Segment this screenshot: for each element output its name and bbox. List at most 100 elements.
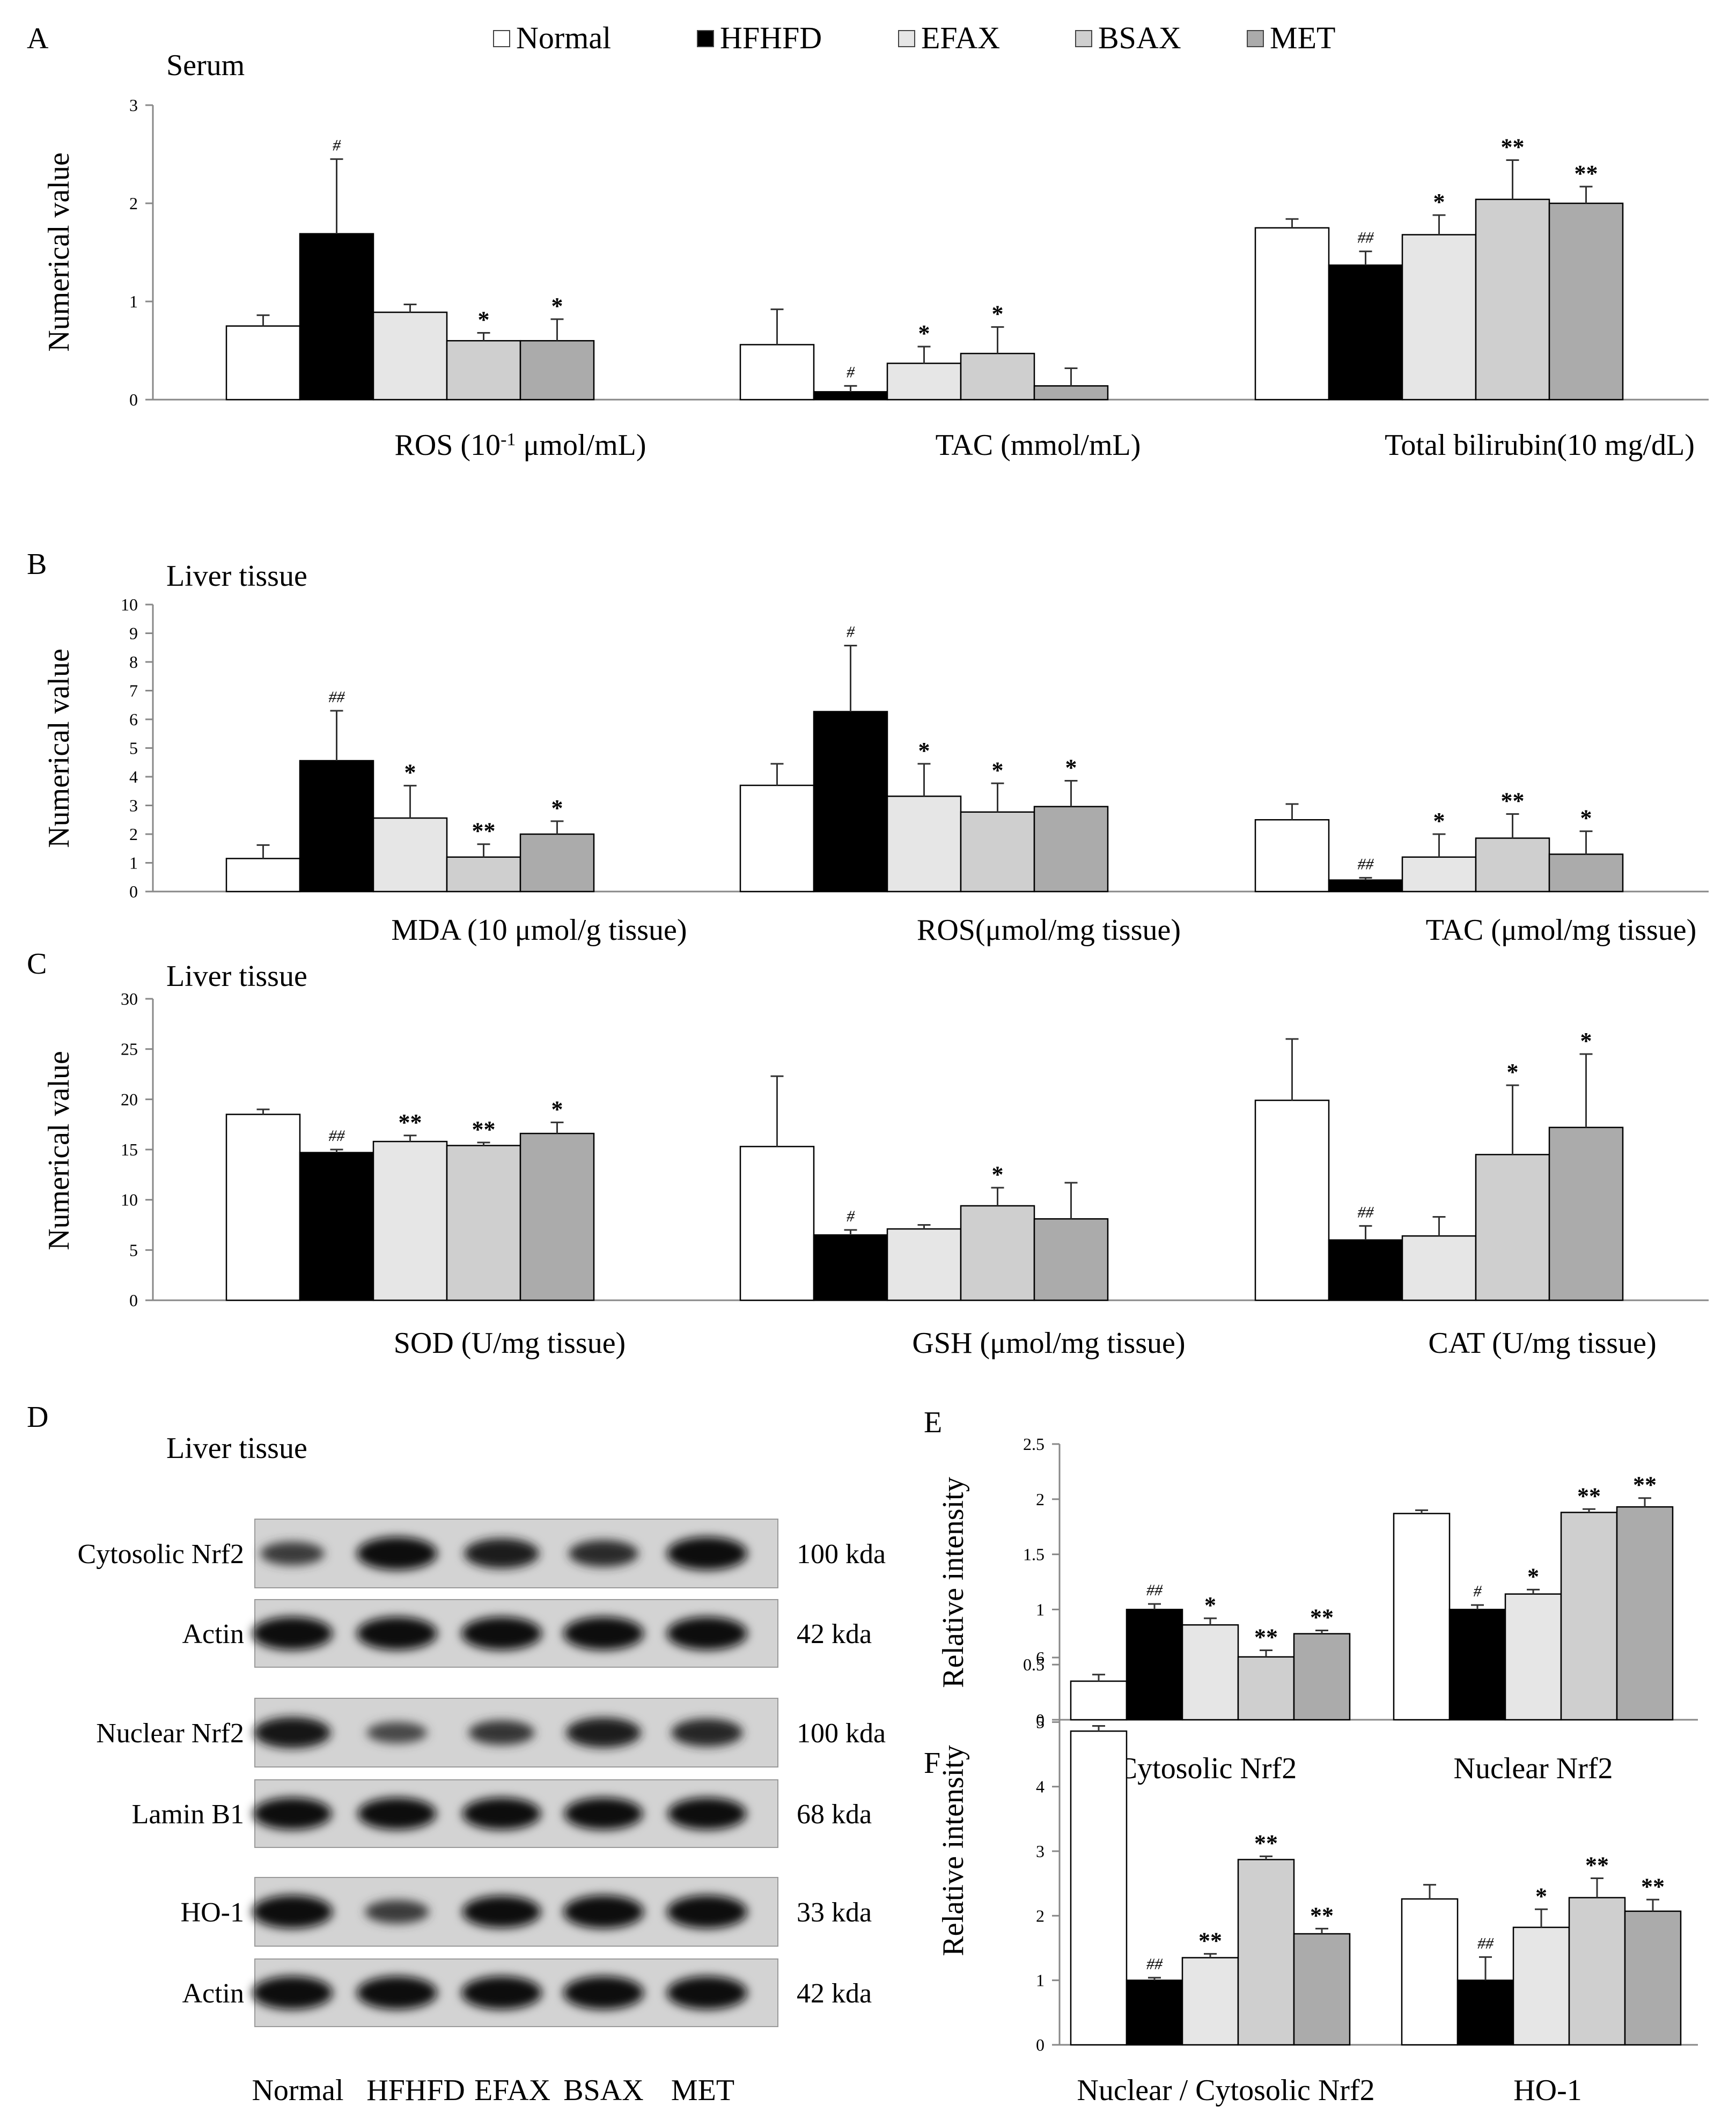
bar-normal bbox=[1401, 1898, 1459, 2046]
y-axis-label: Numerical value bbox=[42, 152, 76, 352]
y-tick-label: 2 bbox=[1036, 1906, 1044, 1925]
category-label: TAC (μmol/mg tissue) bbox=[1426, 914, 1697, 947]
panel-letter-b: B bbox=[27, 548, 47, 581]
bar-bsax bbox=[446, 1145, 521, 1301]
blot-band bbox=[564, 1798, 643, 1830]
y-tick-label: 25 bbox=[121, 1040, 138, 1059]
category-label: ROS(μmol/mg tissue) bbox=[917, 914, 1181, 947]
y-axis-label: Numerical value bbox=[42, 649, 76, 848]
category-label: MDA (10 μmol/g tissue) bbox=[391, 914, 687, 947]
y-tick-label: 3 bbox=[1036, 1842, 1044, 1861]
bar-met bbox=[1033, 385, 1109, 401]
panel-letter-c: C bbox=[27, 947, 47, 981]
significance-mark: * bbox=[918, 320, 930, 347]
legend-label-bsax: BSAX bbox=[1098, 20, 1181, 55]
y-tick-label: 1.5 bbox=[1023, 1545, 1044, 1564]
significance-mark: * bbox=[1065, 754, 1077, 780]
bar-hfhfd bbox=[299, 233, 374, 401]
legend-swatch-efax bbox=[898, 30, 915, 47]
y-tick-label: 2 bbox=[1036, 1490, 1044, 1509]
category-label: TAC (mmol/mL) bbox=[936, 429, 1141, 462]
bar-normal bbox=[1070, 1730, 1128, 2046]
significance-mark: ## bbox=[1358, 229, 1374, 247]
significance-mark: # bbox=[847, 1207, 855, 1225]
bar-bsax bbox=[446, 340, 521, 401]
significance-mark: * bbox=[1204, 1592, 1216, 1618]
legend-swatch-met bbox=[1247, 30, 1264, 47]
blot-band bbox=[253, 1798, 332, 1830]
blot-strip bbox=[254, 1519, 778, 1588]
significance-mark: * bbox=[1527, 1563, 1539, 1589]
significance-mark: ** bbox=[1585, 1852, 1609, 1879]
bar-efax bbox=[1401, 234, 1477, 401]
panel-d-western-blot: D Liver tissue Cytosolic Nrf2 100 kda Actin 4… bbox=[27, 1401, 886, 2107]
y-tick-label: 4 bbox=[129, 767, 138, 786]
blot-band bbox=[667, 1798, 747, 1830]
significance-mark: * bbox=[551, 293, 563, 319]
y-tick-label: 6 bbox=[129, 710, 138, 729]
panel-letter-a: A bbox=[27, 22, 49, 55]
bar-efax bbox=[372, 311, 448, 401]
significance-mark: ## bbox=[1358, 1203, 1374, 1221]
significance-mark: * bbox=[1433, 189, 1445, 215]
category-label: ROS (10-1 μmol/mL) bbox=[394, 429, 646, 462]
blot-strip bbox=[252, 1599, 778, 1668]
legend-label-normal: Normal bbox=[516, 20, 611, 55]
bar-bsax bbox=[1475, 198, 1550, 401]
category-label: CAT (U/mg tissue) bbox=[1428, 1327, 1656, 1360]
blot-label: HO-1 bbox=[181, 1897, 244, 1928]
y-axis-label: Relative intensity bbox=[937, 1477, 970, 1688]
bar-efax bbox=[886, 1228, 962, 1301]
blot-size: 100 kda bbox=[797, 1539, 886, 1570]
bar-bsax bbox=[1560, 1512, 1618, 1721]
bar-met bbox=[1033, 1218, 1109, 1301]
blot-band bbox=[671, 1719, 743, 1747]
significance-mark: ** bbox=[472, 818, 496, 844]
significance-mark: # bbox=[847, 363, 855, 381]
significance-mark: # bbox=[1474, 1582, 1482, 1600]
bar-normal bbox=[1254, 1099, 1330, 1301]
lane-label: BSAX bbox=[563, 2074, 643, 2107]
legend-swatch-normal bbox=[493, 30, 510, 47]
y-tick-label: 1 bbox=[1036, 1600, 1044, 1619]
bar-bsax bbox=[960, 1205, 1035, 1301]
y-tick-label: 9 bbox=[129, 624, 138, 643]
blot-band bbox=[260, 1542, 325, 1565]
y-tick-label: 20 bbox=[121, 1089, 138, 1109]
blot-strip bbox=[252, 1877, 778, 1947]
significance-mark: * bbox=[992, 757, 1004, 783]
significance-mark: ** bbox=[1575, 160, 1598, 187]
lane-label: MET bbox=[671, 2074, 734, 2107]
significance-mark: ## bbox=[1146, 1955, 1163, 1973]
blot-band bbox=[464, 1538, 539, 1568]
bar-met bbox=[1548, 202, 1624, 401]
bar-hfhfd bbox=[813, 711, 888, 893]
legend-label-met: MET bbox=[1270, 20, 1335, 55]
significance-mark: ## bbox=[1358, 855, 1374, 873]
category-label: HO-1 bbox=[1513, 2074, 1582, 2107]
y-tick-label: 3 bbox=[129, 95, 138, 115]
y-tick-label: 0 bbox=[1036, 2035, 1044, 2054]
y-tick-label: 10 bbox=[121, 595, 138, 614]
bar-efax bbox=[1504, 1593, 1562, 1721]
significance-mark: * bbox=[404, 760, 416, 786]
blot-band bbox=[357, 1976, 437, 2009]
significance-mark: ** bbox=[472, 1116, 496, 1143]
bar-normal bbox=[739, 344, 815, 401]
y-axis-label: Relative intensity bbox=[937, 1745, 970, 1956]
category-label: SOD (U/mg tissue) bbox=[394, 1327, 626, 1360]
bar-met bbox=[1548, 853, 1624, 893]
category-label: GSH (μmol/mg tissue) bbox=[912, 1327, 1185, 1360]
panel-c-liver-antioxidant-chart: C Liver tissue 0 5 10 15 20 25 30 Numerical value… bbox=[27, 947, 1709, 1360]
blot-band bbox=[667, 1617, 747, 1650]
bar-met bbox=[519, 833, 595, 893]
bar-bsax bbox=[960, 352, 1035, 401]
y-tick-label: 1 bbox=[129, 292, 138, 311]
bar-hfhfd bbox=[813, 391, 888, 401]
y-axis-label: Numerical value bbox=[42, 1051, 76, 1250]
blot-band bbox=[252, 1976, 333, 2009]
blot-band bbox=[667, 1537, 747, 1570]
blot-size: 68 kda bbox=[797, 1799, 872, 1830]
blot-size: 42 kda bbox=[797, 1978, 872, 2009]
